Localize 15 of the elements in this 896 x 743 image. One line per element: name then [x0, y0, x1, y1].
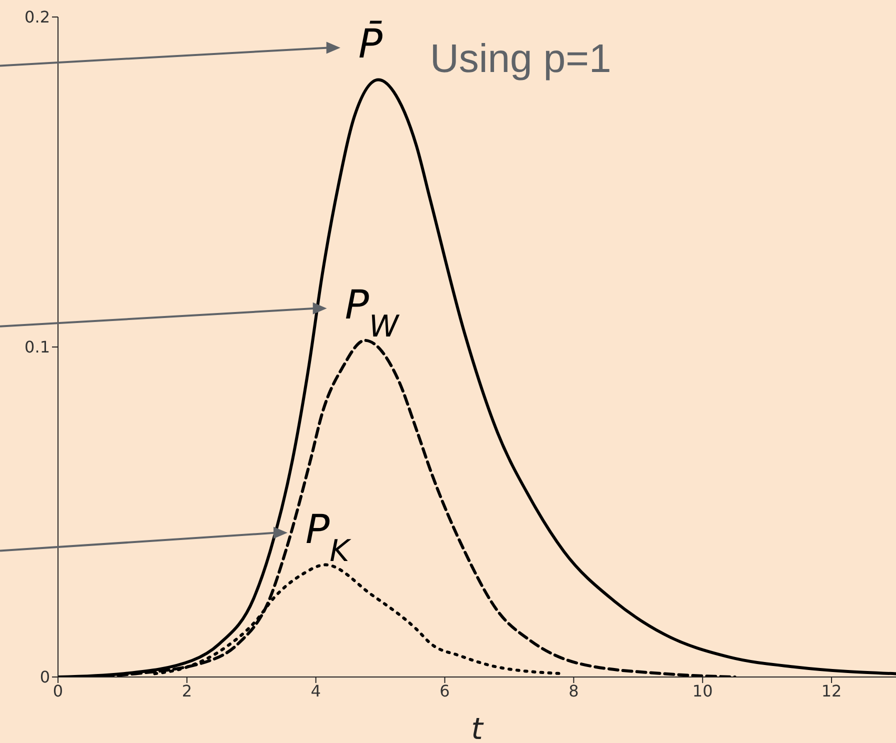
x-tick-label: 2 [182, 681, 192, 700]
x-tick-label: 8 [568, 681, 579, 700]
x-tick-label: 4 [310, 681, 321, 700]
annotation: Using p=1 [430, 37, 612, 81]
y-tick-label: 0.2 [24, 8, 50, 27]
x-tick-label: 0 [52, 681, 64, 700]
y-tick-label: 0 [40, 668, 50, 687]
y-tick-label: 0.1 [24, 338, 50, 357]
x-tick-label: 12 [821, 681, 842, 700]
x-tick-label: 6 [440, 681, 450, 700]
x-axis-title: t [471, 712, 484, 743]
series-label: P$_{W}$ [344, 282, 400, 344]
series-label: P̄ [358, 20, 384, 68]
series-label: P$_{K}$ [306, 506, 352, 568]
x-tick-label: 10 [692, 681, 713, 700]
